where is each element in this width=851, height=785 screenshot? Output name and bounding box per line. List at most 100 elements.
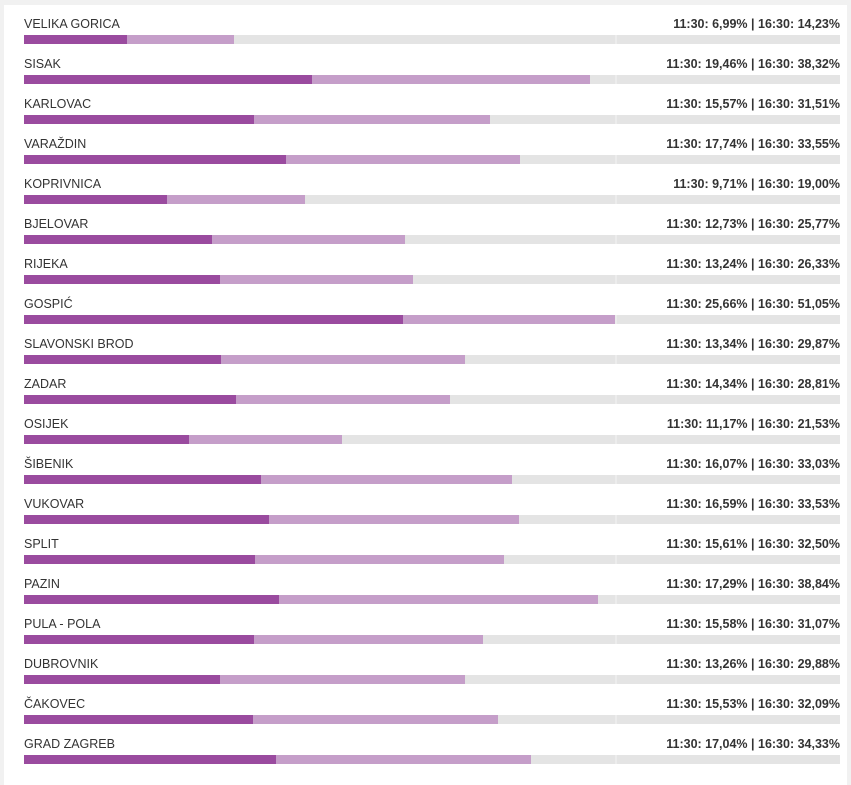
city-row: BJELOVAR 11:30: 12,73% | 16:30: 25,77%: [24, 205, 840, 245]
turnout-values: 11:30: 12,73% | 16:30: 25,77%: [666, 217, 840, 231]
turnout-values: 11:30: 15,53% | 16:30: 32,09%: [666, 697, 840, 711]
turnout-values: 11:30: 17,04% | 16:30: 34,33%: [666, 737, 840, 751]
bar-1130: [24, 515, 270, 524]
bar-1130: [24, 35, 128, 44]
city-row: SPLIT 11:30: 15,61% | 16:30: 32,50%: [24, 525, 840, 565]
bar-1630: [24, 35, 235, 44]
bar-track: [24, 355, 840, 364]
turnout-values: 11:30: 13,34% | 16:30: 29,87%: [666, 337, 840, 351]
city-name: GOSPIĆ: [24, 297, 73, 311]
turnout-values: 11:30: 19,46% | 16:30: 38,32%: [666, 57, 840, 71]
track-seam: [615, 635, 617, 644]
bar-1130: [24, 275, 220, 284]
city-name: SPLIT: [24, 537, 59, 551]
turnout-values: 11:30: 6,99% | 16:30: 14,23%: [673, 17, 840, 31]
city-name: VARAŽDIN: [24, 137, 87, 151]
bar-track: [24, 475, 840, 484]
bar-1130: [24, 155, 287, 164]
city-row: ZADAR 11:30: 14,34% | 16:30: 28,81%: [24, 365, 840, 405]
bar-track: [24, 155, 840, 164]
bar-track: [24, 35, 840, 44]
bar-1630: [24, 555, 505, 564]
bar-1130: [24, 755, 276, 764]
city-row: PULA - POLA 11:30: 15,58% | 16:30: 31,07…: [24, 605, 840, 645]
bar-1630: [24, 355, 466, 364]
city-row: SLAVONSKI BROD 11:30: 13,34% | 16:30: 29…: [24, 325, 840, 365]
city-name: KARLOVAC: [24, 97, 92, 111]
bar-1130: [24, 675, 220, 684]
bar-track: [24, 75, 840, 84]
bar-1630: [24, 235, 405, 244]
bar-track: [24, 395, 840, 404]
bar-1630: [24, 395, 450, 404]
track-seam: [615, 395, 617, 404]
city-row: VELIKA GORICA 11:30: 6,99% | 16:30: 14,2…: [24, 5, 840, 45]
bar-track: [24, 635, 840, 644]
city-name: ZADAR: [24, 377, 67, 391]
bar-track: [24, 555, 840, 564]
city-row: VUKOVAR 11:30: 16,59% | 16:30: 33,53%: [24, 485, 840, 525]
bar-1630: [24, 675, 466, 684]
city-name: SLAVONSKI BROD: [24, 337, 134, 351]
track-seam: [615, 35, 617, 44]
track-seam: [615, 675, 617, 684]
bar-1630: [24, 715, 499, 724]
bar-1130: [24, 235, 213, 244]
track-seam: [615, 515, 617, 524]
bar-track: [24, 715, 840, 724]
city-row: PAZIN 11:30: 17,29% | 16:30: 38,84%: [24, 565, 840, 605]
bar-track: [24, 435, 840, 444]
track-seam: [615, 195, 617, 204]
bar-track: [24, 675, 840, 684]
bar-track: [24, 115, 840, 124]
turnout-values: 11:30: 16,59% | 16:30: 33,53%: [666, 497, 840, 511]
turnout-values: 11:30: 9,71% | 16:30: 19,00%: [673, 177, 840, 191]
bar-1130: [24, 315, 404, 324]
bar-track: [24, 235, 840, 244]
city-name: RIJEKA: [24, 257, 68, 271]
city-row: KARLOVAC 11:30: 15,57% | 16:30: 31,51%: [24, 85, 840, 125]
turnout-values: 11:30: 17,74% | 16:30: 33,55%: [666, 137, 840, 151]
track-seam: [615, 715, 617, 724]
city-row: SISAK 11:30: 19,46% | 16:30: 38,32%: [24, 45, 840, 85]
track-seam: [615, 595, 617, 604]
city-row: DUBROVNIK 11:30: 13,26% | 16:30: 29,88%: [24, 645, 840, 685]
bar-1130: [24, 555, 255, 564]
turnout-values: 11:30: 15,61% | 16:30: 32,50%: [666, 537, 840, 551]
bar-1130: [24, 715, 254, 724]
track-seam: [615, 115, 617, 124]
city-row: KOPRIVNICA 11:30: 9,71% | 16:30: 19,00%: [24, 165, 840, 205]
city-name: BJELOVAR: [24, 217, 89, 231]
bar-1630: [24, 515, 520, 524]
city-row: ČAKOVEC 11:30: 15,53% | 16:30: 32,09%: [24, 685, 840, 725]
track-seam: [615, 155, 617, 164]
city-name: ČAKOVEC: [24, 697, 86, 711]
bar-track: [24, 595, 840, 604]
city-row: OSIJEK 11:30: 11,17% | 16:30: 21,53%: [24, 405, 840, 445]
turnout-values: 11:30: 15,58% | 16:30: 31,07%: [666, 617, 840, 631]
city-name: OSIJEK: [24, 417, 69, 431]
city-name: KOPRIVNICA: [24, 177, 102, 191]
track-seam: [615, 475, 617, 484]
turnout-values: 11:30: 11,17% | 16:30: 21,53%: [666, 417, 840, 431]
bar-track: [24, 195, 840, 204]
bar-track: [24, 515, 840, 524]
city-name: DUBROVNIK: [24, 657, 99, 671]
turnout-values: 11:30: 15,57% | 16:30: 31,51%: [666, 97, 840, 111]
bar-1130: [24, 595, 280, 604]
bar-1130: [24, 395, 236, 404]
city-name: ŠIBENIK: [24, 457, 74, 471]
bar-1130: [24, 75, 312, 84]
city-row: GRAD ZAGREB 11:30: 17,04% | 16:30: 34,33…: [24, 725, 840, 765]
bar-track: [24, 275, 840, 284]
bar-1630: [24, 595, 598, 604]
bar-1630: [24, 115, 490, 124]
track-seam: [615, 75, 617, 84]
city-row: ŠIBENIK 11:30: 16,07% | 16:30: 33,03%: [24, 445, 840, 485]
city-name: SISAK: [24, 57, 61, 71]
track-seam: [615, 355, 617, 364]
bar-1130: [24, 435, 190, 444]
city-row: RIJEKA 11:30: 13,24% | 16:30: 26,33%: [24, 245, 840, 285]
city-name: PAZIN: [24, 577, 60, 591]
bar-1130: [24, 195, 168, 204]
